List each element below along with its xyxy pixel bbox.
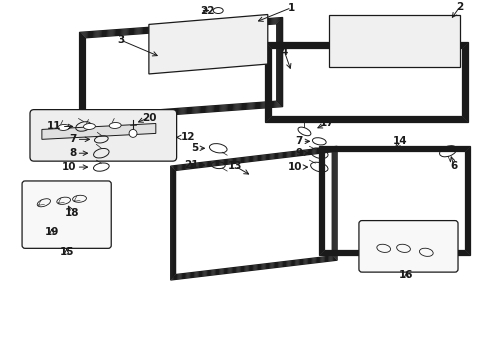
Text: 20: 20 xyxy=(142,113,156,122)
Text: 3: 3 xyxy=(117,35,124,45)
Text: 17: 17 xyxy=(319,118,334,129)
Text: 6: 6 xyxy=(449,161,457,171)
FancyBboxPatch shape xyxy=(358,221,457,272)
Text: 8: 8 xyxy=(69,148,77,158)
Text: 7: 7 xyxy=(294,136,302,146)
Text: 10: 10 xyxy=(62,162,77,172)
Text: 19: 19 xyxy=(44,228,59,238)
Text: 22: 22 xyxy=(200,5,214,15)
Text: 7: 7 xyxy=(69,134,77,144)
Text: 9: 9 xyxy=(295,148,302,158)
Text: 11: 11 xyxy=(47,121,61,131)
Text: 2: 2 xyxy=(455,1,463,12)
Circle shape xyxy=(129,130,137,138)
Ellipse shape xyxy=(58,125,69,130)
Text: 18: 18 xyxy=(64,208,79,218)
FancyBboxPatch shape xyxy=(22,181,111,248)
Text: 12: 12 xyxy=(180,132,195,142)
Text: 4: 4 xyxy=(281,47,288,57)
Polygon shape xyxy=(42,123,156,139)
Text: 21: 21 xyxy=(183,160,198,170)
Text: 1: 1 xyxy=(287,3,295,13)
Text: 5: 5 xyxy=(191,143,198,153)
Text: 10: 10 xyxy=(287,162,302,172)
FancyBboxPatch shape xyxy=(30,110,176,161)
Text: 15: 15 xyxy=(59,247,74,257)
Text: 16: 16 xyxy=(398,270,413,280)
Polygon shape xyxy=(148,14,267,74)
Ellipse shape xyxy=(83,123,95,130)
Polygon shape xyxy=(328,14,459,67)
Text: 13: 13 xyxy=(227,161,242,171)
Ellipse shape xyxy=(109,122,121,129)
Text: 14: 14 xyxy=(392,136,407,146)
